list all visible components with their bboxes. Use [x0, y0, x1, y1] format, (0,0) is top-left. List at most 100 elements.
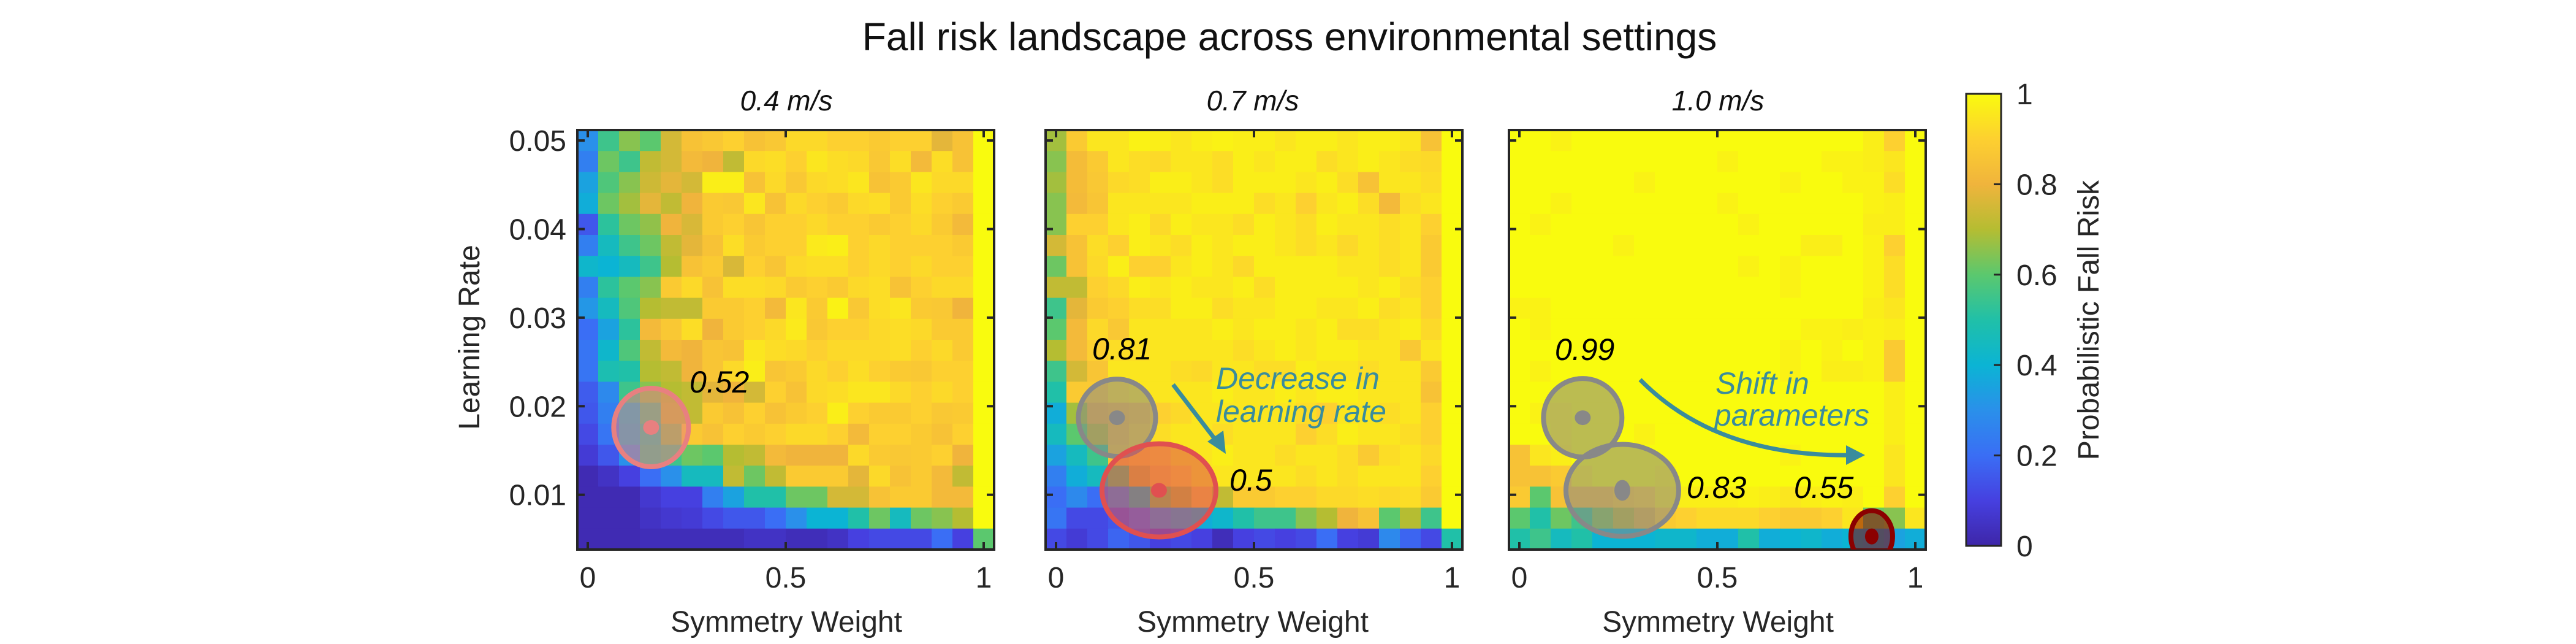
heatmap-cell — [890, 151, 911, 172]
heatmap-cell — [1212, 361, 1234, 382]
heatmap-cell — [1254, 235, 1275, 256]
heatmap-cell — [1275, 466, 1296, 487]
heatmap-cell — [1316, 193, 1338, 215]
heatmap-cell — [723, 151, 745, 172]
heatmap-cell — [1046, 423, 1067, 445]
heatmap-cell — [1108, 318, 1130, 340]
heatmap-cell — [723, 486, 745, 508]
heatmap-cell — [869, 130, 891, 151]
heatmap-cell — [1801, 151, 1822, 172]
heatmap-cell — [1530, 151, 1551, 172]
heatmap-cell — [807, 402, 828, 424]
heatmap-cell — [1696, 235, 1718, 256]
heatmap-cell — [1087, 213, 1109, 236]
heatmap-cell — [1337, 172, 1359, 194]
heatmap-cell — [1296, 130, 1317, 151]
heatmap-cell — [640, 340, 661, 361]
heatmap-cell — [1842, 402, 1864, 424]
heatmap-cell — [1400, 256, 1421, 277]
heatmap-cell — [1801, 213, 1822, 236]
heatmap-cell — [1863, 235, 1885, 256]
heatmap-cell — [1358, 381, 1380, 404]
heatmap-cell — [1801, 193, 1822, 215]
heatmap-cell — [1171, 318, 1192, 340]
heatmap-cell — [911, 318, 932, 340]
heatmap-cell — [765, 423, 786, 445]
panel-0.7ms: 0.7 m/s Symmetry Weight 0.81 0.5 Decreas… — [1044, 85, 1464, 638]
heatmap-cell — [598, 361, 620, 382]
heatmap-cell — [1801, 361, 1822, 382]
heatmap-cell — [973, 297, 995, 320]
heatmap-cell — [807, 193, 828, 215]
heatmap-cell — [807, 381, 828, 404]
heatmap-cell — [1822, 297, 1843, 320]
heatmap-cell — [1738, 507, 1760, 529]
heatmap-cell — [1822, 172, 1843, 194]
heatmap-cell — [1358, 213, 1380, 236]
heatmap-cell — [1254, 445, 1275, 466]
risk-marker-centre — [1575, 410, 1591, 426]
panel-0.4ms: 0.4 m/s Symmetry Weight Learning Rate 0.… — [454, 85, 995, 638]
heatmap-cell — [1400, 151, 1421, 172]
heatmap-cell — [598, 486, 620, 508]
colorbar-tick-label: 0.6 — [2016, 259, 2057, 292]
heatmap-cell — [661, 213, 682, 236]
heatmap-cell — [1337, 340, 1359, 361]
heatmap-cell — [1337, 256, 1359, 277]
colorbar-tick-label: 0.2 — [2016, 440, 2057, 473]
heatmap-cell — [744, 466, 766, 487]
heatmap-cell — [869, 381, 891, 404]
heatmap-cell — [619, 361, 640, 382]
heatmap-cell — [1066, 172, 1088, 194]
heatmap-cell — [973, 381, 995, 404]
heatmap-cell — [1530, 277, 1551, 299]
heatmap-cell — [1108, 528, 1130, 550]
heatmap-cell — [1191, 172, 1213, 194]
heatmap-cell — [1233, 277, 1255, 299]
heatmap-cell — [1275, 402, 1296, 424]
heatmap-cell — [702, 318, 724, 340]
heatmap-cell — [1296, 297, 1317, 320]
heatmap-cell — [973, 193, 995, 215]
heatmap-cell — [640, 277, 661, 299]
heatmap-cell — [765, 466, 786, 487]
heatmap-cell — [1275, 256, 1296, 277]
heatmap-cell — [1191, 213, 1213, 236]
heatmap-cell — [598, 381, 620, 404]
heatmap-cell — [1842, 318, 1864, 340]
heatmap-cell — [1884, 445, 1905, 466]
heatmap-cell — [827, 235, 849, 256]
heatmap-cell — [1191, 528, 1213, 550]
heatmap-cell — [1212, 318, 1234, 340]
heatmap-cell — [1571, 277, 1593, 299]
heatmap-cell — [1233, 381, 1255, 404]
heatmap-cell — [952, 213, 974, 236]
heatmap-cell — [1400, 402, 1421, 424]
heatmap-cell — [973, 256, 995, 277]
heatmap-cell — [1863, 193, 1885, 215]
heatmap-cell — [765, 486, 786, 508]
heatmap-cell — [1421, 277, 1442, 299]
heatmap-cell — [619, 466, 640, 487]
heatmap-cell — [1530, 528, 1551, 550]
heatmap-cell — [1905, 151, 1926, 172]
annotation-line-1: Shift in — [1715, 366, 1809, 401]
heatmap-cell — [952, 507, 974, 529]
risk-marker-centre — [1109, 410, 1125, 426]
heatmap-cell — [682, 297, 703, 320]
heatmap-cell — [598, 213, 620, 236]
heatmap-cell — [1634, 277, 1655, 299]
heatmap-cell — [1738, 381, 1760, 404]
heatmap-cell — [1676, 130, 1697, 151]
heatmap-cell — [1066, 256, 1088, 277]
heatmap-cell — [1780, 361, 1801, 382]
heatmap-cell — [1801, 466, 1822, 487]
heatmap-cell — [1379, 445, 1400, 466]
heatmap-cell — [577, 445, 599, 466]
heatmap-cell — [786, 340, 807, 361]
heatmap-cell — [619, 297, 640, 320]
heatmap-cell — [1421, 486, 1442, 508]
heatmap-cell — [827, 340, 849, 361]
heatmap-cell — [1379, 193, 1400, 215]
heatmap-cell — [1379, 151, 1400, 172]
